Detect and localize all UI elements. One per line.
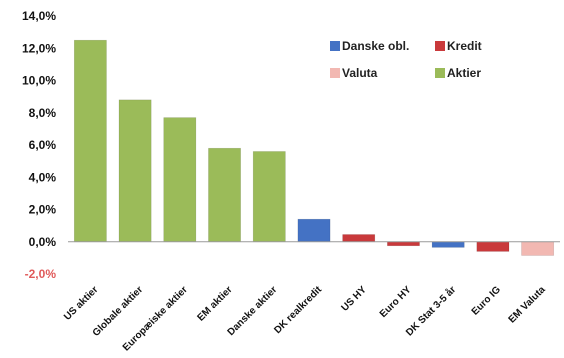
bar-em-valuta: [521, 241, 555, 256]
legend-swatch: [330, 41, 340, 51]
bar-dk-stat-3-5-r: [431, 241, 465, 248]
legend-swatch: [330, 68, 340, 78]
y-tick-label: 6,0%: [29, 138, 57, 152]
legend-swatch: [435, 41, 445, 51]
y-tick-label: 12,0%: [22, 41, 56, 55]
x-tick-label: Euro IG: [470, 284, 503, 317]
y-tick-label: 8,0%: [29, 106, 57, 120]
legend-swatch: [435, 68, 445, 78]
y-tick-label: 10,0%: [22, 74, 56, 88]
y-axis: 14,0% 12,0% 10,0% 8,0% 6,0% 4,0% 2,0% 0,0% -2,0%: [22, 9, 56, 281]
legend-label: Aktier: [447, 66, 481, 80]
x-tick-label: DK realkredit: [272, 284, 324, 336]
x-tick-label: US HY: [339, 284, 369, 314]
legend-label: Kredit: [447, 39, 482, 53]
bar-dk-realkredit: [297, 218, 331, 243]
y-tick-label: 2,0%: [29, 203, 57, 217]
bar-euro-ig: [476, 241, 510, 252]
y-tick-label: 0,0%: [29, 235, 57, 249]
bar-europ-iske-aktier: [163, 117, 197, 243]
bars: [68, 39, 560, 256]
y-tick-label: 4,0%: [29, 170, 57, 184]
x-tick-label: EM Valuta: [507, 284, 548, 325]
bar-em-aktier: [208, 147, 241, 243]
x-tick-label: Euro HY: [378, 284, 414, 320]
legend-label: Danske obl.: [342, 39, 409, 53]
legend: Danske obl. Kredit Valuta Aktier: [330, 39, 482, 80]
y-tick-label: 14,0%: [22, 9, 56, 23]
x-tick-label: US aktier: [62, 284, 101, 323]
bar-globale-aktier: [118, 99, 152, 243]
bar-euro-hy: [387, 241, 420, 247]
y-tick-label: -2,0%: [25, 267, 57, 281]
bar-danske-aktier: [252, 151, 286, 243]
bar-us-aktier: [73, 39, 107, 243]
legend-label: Valuta: [342, 66, 378, 80]
x-tick-label: EM aktier: [195, 284, 234, 323]
bar-us-hy: [342, 234, 376, 243]
